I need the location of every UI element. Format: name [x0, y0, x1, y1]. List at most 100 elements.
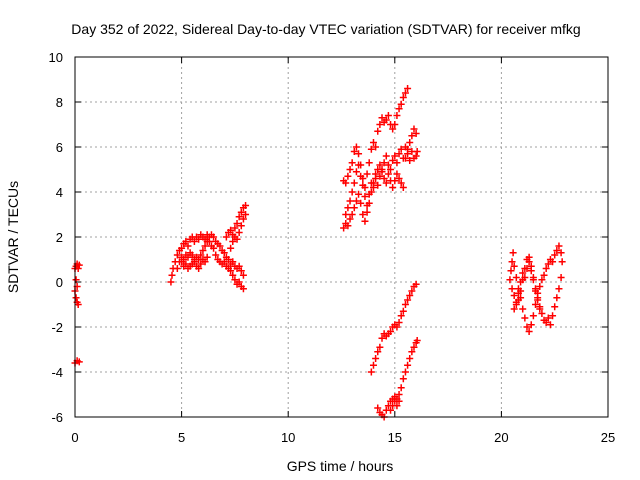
- data-point-marker: [231, 276, 239, 284]
- data-point-marker: [393, 170, 401, 178]
- data-point-marker: [395, 391, 403, 398]
- data-point-marker: [404, 85, 412, 92]
- data-point-marker: [235, 262, 243, 270]
- data-point-marker: [233, 235, 241, 243]
- data-point-marker: [401, 89, 409, 97]
- data-point-marker: [74, 265, 82, 272]
- y-tick-label: -2: [51, 320, 63, 335]
- data-point-marker: [523, 265, 531, 272]
- data-point-marker: [167, 278, 175, 286]
- y-tick-label: 8: [56, 95, 63, 110]
- data-point-marker: [188, 251, 196, 259]
- data-point-marker: [182, 238, 190, 245]
- data-point-marker: [376, 121, 384, 128]
- data-point-marker: [521, 314, 529, 322]
- data-point-marker: [357, 172, 365, 180]
- data-point-marker: [549, 258, 557, 266]
- data-point-marker: [182, 260, 190, 268]
- data-point-marker: [227, 267, 235, 275]
- data-point-marker: [199, 247, 207, 254]
- data-point-marker: [357, 199, 365, 207]
- data-point-marker: [401, 154, 409, 162]
- data-point-marker: [408, 132, 416, 140]
- data-point-marker: [342, 211, 350, 218]
- data-point-marker: [412, 152, 420, 160]
- data-point-marker: [355, 161, 363, 169]
- x-tick-labels: 0 5 10 15 20 25: [71, 430, 615, 445]
- data-point-marker: [393, 323, 401, 331]
- data-point-marker: [352, 168, 360, 176]
- data-point-marker: [178, 258, 186, 266]
- x-tick-label: 5: [178, 430, 185, 445]
- data-point-marker: [397, 179, 405, 187]
- data-point-marker: [397, 384, 405, 392]
- x-tick-label: 25: [601, 430, 615, 445]
- data-point-marker: [235, 229, 243, 236]
- data-point-marker: [384, 161, 392, 169]
- data-point-marker: [195, 235, 203, 243]
- data-points: [71, 85, 566, 421]
- data-point-marker: [525, 328, 533, 335]
- x-axis-label: GPS time / hours: [287, 458, 394, 474]
- data-point-marker: [237, 222, 245, 230]
- data-point-marker: [406, 292, 414, 299]
- data-point-marker: [395, 397, 403, 405]
- data-point-marker: [344, 204, 352, 212]
- data-point-marker: [399, 94, 407, 101]
- data-point-marker: [201, 242, 209, 250]
- data-point-marker: [387, 328, 395, 335]
- data-point-marker: [542, 319, 550, 326]
- data-point-marker: [227, 226, 235, 234]
- data-point-marker: [389, 125, 397, 133]
- data-point-marker: [235, 213, 243, 221]
- data-point-marker: [220, 249, 228, 257]
- y-tick-label: 0: [56, 275, 63, 290]
- data-point-marker: [350, 148, 358, 155]
- data-point-marker: [374, 127, 382, 135]
- data-point-marker: [514, 289, 522, 297]
- data-point-marker: [542, 265, 550, 272]
- data-point-marker: [525, 258, 533, 266]
- data-point-marker: [369, 184, 377, 191]
- data-point-marker: [404, 296, 412, 304]
- data-point-marker: [201, 258, 209, 266]
- data-point-marker: [406, 157, 414, 164]
- data-point-marker: [348, 188, 356, 196]
- data-point-marker: [195, 265, 203, 272]
- data-point-marker: [534, 296, 542, 304]
- data-point-marker: [74, 301, 82, 308]
- data-point-marker: [367, 145, 375, 153]
- data-point-marker: [382, 116, 390, 124]
- data-point-marker: [384, 112, 392, 119]
- data-point-marker: [203, 253, 211, 261]
- data-point-marker: [517, 278, 525, 286]
- data-point-marker: [510, 262, 518, 270]
- data-point-marker: [544, 314, 552, 322]
- data-point-marker: [229, 271, 237, 279]
- data-point-marker: [210, 233, 218, 241]
- x-tick-label: 0: [71, 430, 78, 445]
- data-point-marker: [551, 251, 559, 259]
- data-point-marker: [346, 215, 354, 223]
- data-point-marker: [413, 337, 421, 344]
- data-point-marker: [551, 303, 559, 311]
- data-point-marker: [197, 260, 205, 268]
- data-point-marker: [352, 197, 360, 205]
- data-point-marker: [508, 258, 516, 266]
- data-point-marker: [512, 274, 520, 281]
- data-point-marker: [389, 157, 397, 164]
- data-point-marker: [216, 242, 224, 250]
- data-point-marker: [212, 251, 220, 259]
- y-tick-label: 4: [56, 185, 63, 200]
- data-point-marker: [197, 251, 205, 259]
- data-point-marker: [553, 294, 561, 302]
- x-tick-label: 10: [281, 430, 295, 445]
- data-point-marker: [555, 242, 563, 250]
- data-point-marker: [393, 402, 401, 410]
- data-point-marker: [557, 274, 565, 281]
- data-point-marker: [527, 321, 535, 329]
- y-tick-label: 10: [49, 50, 63, 65]
- data-point-marker: [557, 249, 565, 257]
- data-point-marker: [352, 143, 360, 151]
